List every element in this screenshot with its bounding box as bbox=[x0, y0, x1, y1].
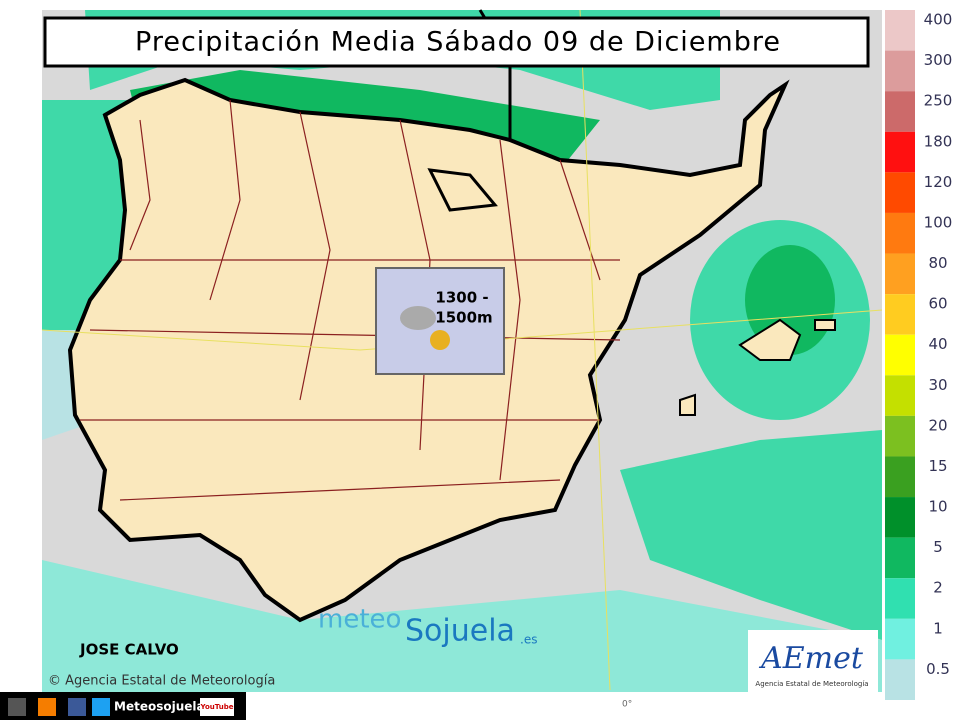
legend-label: 120 bbox=[924, 173, 953, 191]
legend-swatch bbox=[885, 253, 915, 295]
instagram-icon bbox=[8, 698, 26, 716]
legend-swatch bbox=[885, 618, 915, 660]
cloud-icon bbox=[400, 306, 436, 330]
brand-sojuela: Sojuela bbox=[405, 614, 515, 649]
legend-label: 1 bbox=[933, 619, 943, 637]
rain-area bbox=[42, 560, 882, 692]
legend-label: 60 bbox=[928, 295, 947, 313]
legend-swatch bbox=[885, 172, 915, 213]
legend-swatch bbox=[885, 456, 915, 498]
legend-label: 20 bbox=[928, 416, 947, 434]
legend-label: 250 bbox=[924, 92, 953, 110]
legend-label: 5 bbox=[933, 538, 943, 556]
legend-label: 10 bbox=[928, 498, 947, 516]
blogger-icon bbox=[38, 698, 56, 716]
youtube-badge bbox=[200, 698, 234, 716]
twitter-icon bbox=[92, 698, 110, 716]
snow-level-line: 1300 - bbox=[435, 289, 488, 307]
legend-label: 180 bbox=[924, 132, 953, 150]
balearic-islands bbox=[679, 318, 836, 416]
legend-swatch bbox=[885, 50, 915, 92]
title-box bbox=[43, 16, 870, 68]
brand-domain: .es bbox=[520, 633, 537, 647]
legend-label: 40 bbox=[928, 335, 947, 353]
legend-swatch bbox=[885, 294, 915, 335]
legend-label: 80 bbox=[928, 254, 947, 272]
rain-area bbox=[620, 430, 882, 640]
legend: 400 300 250 180 120 100 80 60 40 30 20 15 10 5 2 1 0.5 bbox=[885, 10, 952, 700]
legend-swatch bbox=[885, 497, 915, 538]
aemet-box bbox=[748, 630, 878, 692]
sun-icon bbox=[430, 330, 450, 350]
legend-swatch bbox=[885, 131, 915, 173]
legend-swatch bbox=[885, 334, 915, 376]
meridian-label: 0° bbox=[622, 700, 632, 710]
snow-level-line: 1500m bbox=[435, 309, 492, 327]
author: JOSE CALVO bbox=[79, 641, 179, 659]
legend-label: 15 bbox=[928, 457, 947, 475]
legend-swatch bbox=[885, 659, 915, 700]
footer-channel: Meteosojuela bbox=[114, 700, 205, 714]
legend-swatch bbox=[885, 91, 915, 132]
brand-meteo: meteo bbox=[318, 605, 401, 635]
snow-level-box bbox=[375, 267, 505, 375]
legend-label: 300 bbox=[924, 51, 953, 69]
youtube-text: YouTube bbox=[200, 703, 234, 711]
legend-label: 400 bbox=[924, 11, 953, 29]
aemet-logo: AEmet bbox=[758, 641, 864, 676]
legend-label: 30 bbox=[928, 376, 947, 394]
legend-swatch bbox=[885, 537, 915, 579]
graticule bbox=[41, 9, 883, 691]
legend-swatch bbox=[885, 578, 915, 619]
copyright: © Agencia Estatal de Meteorología bbox=[48, 674, 275, 689]
legend-swatch bbox=[885, 10, 915, 51]
province-borders bbox=[80, 99, 621, 501]
legend-swatch bbox=[885, 415, 915, 457]
legend-label: 0.5 bbox=[926, 660, 950, 678]
legend-swatch bbox=[885, 212, 915, 254]
legend-swatch bbox=[885, 375, 915, 416]
facebook-icon bbox=[68, 698, 86, 716]
legend-label: 100 bbox=[924, 213, 953, 231]
legend-label: 2 bbox=[933, 579, 943, 597]
map-title: Precipitación Media Sábado 09 de Diciemb… bbox=[135, 27, 781, 58]
aemet-caption: Agencia Estatal de Meteorología bbox=[755, 680, 868, 688]
